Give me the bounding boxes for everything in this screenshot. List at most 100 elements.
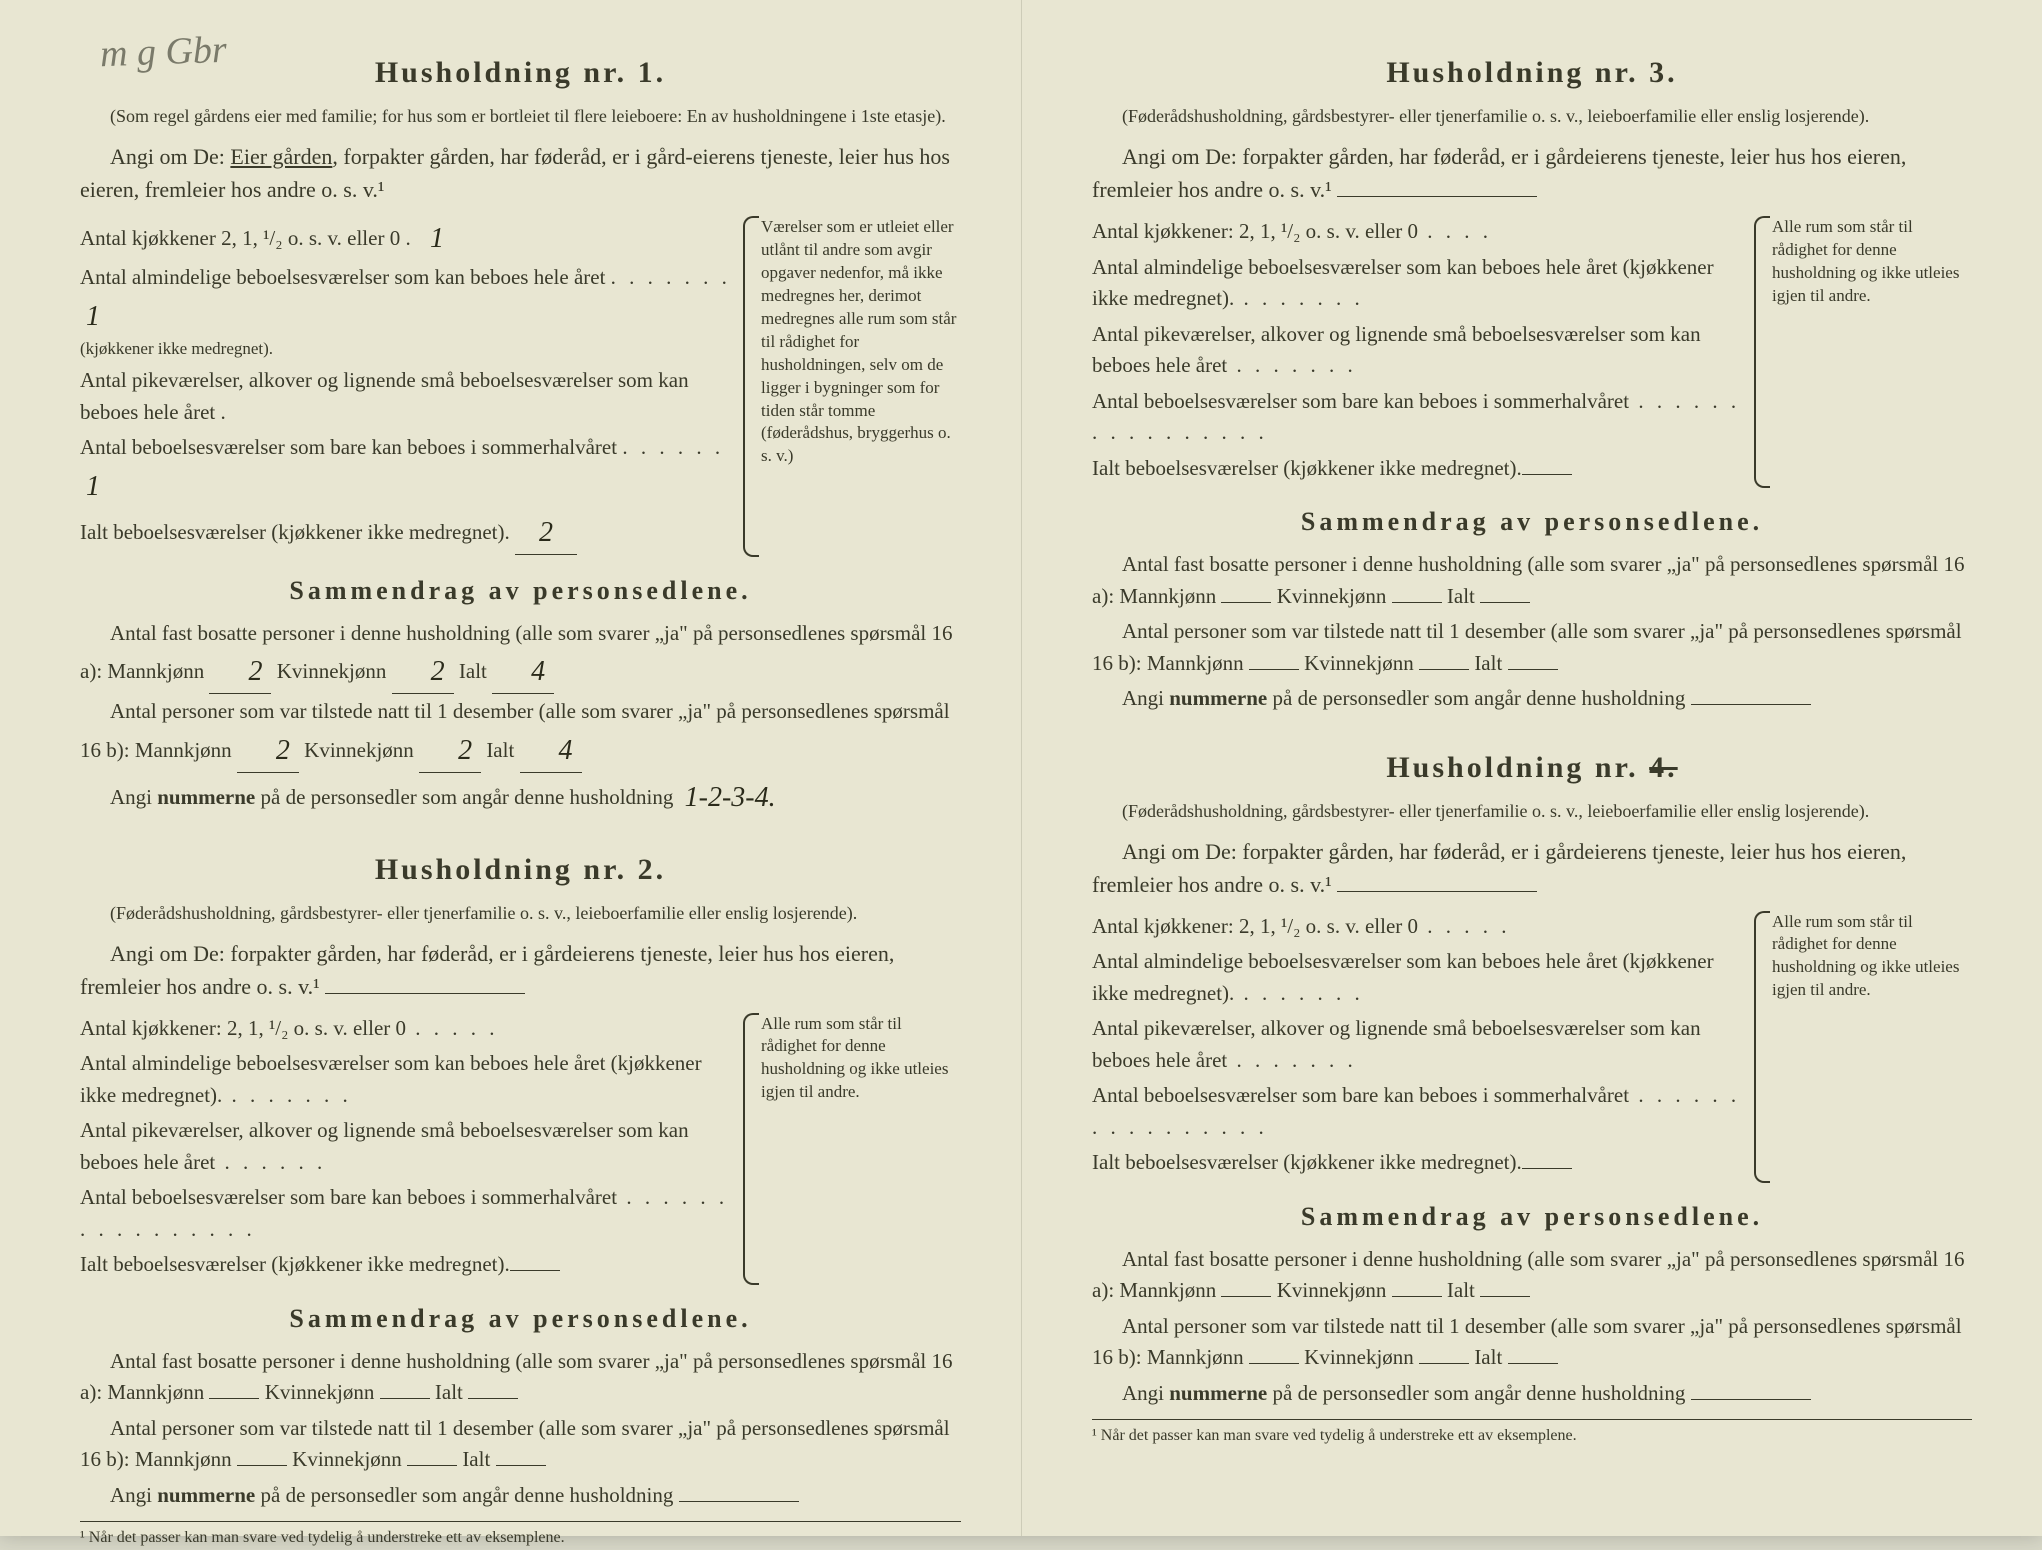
rows-block: Antal kjøkkener: 2, 1, ¹/₂ o. s. v. elle…: [1092, 216, 1972, 488]
field-label: Antal almindelige beboelsesværelser som …: [1092, 255, 1714, 311]
kvinnekjonn-value: 2: [419, 730, 481, 773]
dots: . . . . . . .: [1234, 286, 1364, 310]
household-title: Husholdning nr. 3.: [1092, 50, 1972, 95]
field-row: Antal almindelige beboelsesværelser som …: [80, 262, 737, 361]
ialt-label: Ialt: [1447, 584, 1475, 608]
ialt-value: [1522, 1168, 1572, 1169]
household-title: Husholdning nr. 4.: [1092, 745, 1972, 790]
field-label: Antal pikeværelser, alkover og lignende …: [80, 1118, 689, 1174]
brace-icon: [743, 216, 759, 557]
footnote: ¹ Når det passer kan man svare ved tydel…: [1092, 1419, 1972, 1448]
summary-line-1: Antal fast bosatte personer i denne hush…: [80, 1346, 961, 1409]
brace-icon: [1754, 911, 1770, 1183]
sammendrag-title: Sammendrag av personsedlene.: [1092, 1197, 1972, 1236]
ialt-label: Ialt: [1474, 651, 1502, 675]
field-row: Antal beboelsesværelser som bare kan beb…: [80, 432, 737, 506]
mannkjonn-value: [1221, 1296, 1271, 1297]
angi-line: Angi om De: forpakter gården, har føderå…: [1092, 140, 1972, 206]
angi-bold: nummerne: [157, 785, 255, 809]
angi-bold: nummerne: [1169, 686, 1267, 710]
kvinnekjonn-label: Kvinnekjønn: [1304, 1345, 1414, 1369]
ialt-value: 4: [520, 730, 582, 773]
angi-post: på de personsedler som angår denne husho…: [1273, 686, 1686, 710]
field-row: Antal almindelige beboelsesværelser som …: [1092, 946, 1748, 1009]
document-sheet: m g Gbr Husholdning nr. 1. (Som regel gå…: [0, 0, 2042, 1536]
field-label: Antal pikeværelser, alkover og lignende …: [1092, 1016, 1701, 1072]
brace-icon: [1754, 216, 1770, 488]
side-note: Alle rum som står til rådighet for denne…: [1760, 216, 1972, 488]
sammendrag-title: Sammendrag av personsedlene.: [1092, 502, 1972, 541]
ialt-value: [1508, 1363, 1558, 1364]
household-3: Husholdning nr. 3. (Føderådshusholdning,…: [1092, 50, 1972, 715]
ialt-value: [1480, 1296, 1530, 1297]
summary-text: Antal personer som var tilstede natt til…: [1092, 1314, 1962, 1370]
summary-text: Antal fast bosatte personer i denne hush…: [1092, 552, 1965, 608]
household-subtitle: (Føderådshusholdning, gårdsbestyrer- ell…: [1092, 798, 1972, 825]
field-row: Antal kjøkkener: 2, 1, ¹/₂ o. s. v. elle…: [80, 1013, 737, 1045]
household-4: Husholdning nr. 4. (Føderådshusholdning,…: [1092, 745, 1972, 1449]
field-value: 1: [80, 471, 106, 502]
household-subtitle: (Føderådshusholdning, gårdsbestyrer- ell…: [1092, 103, 1972, 130]
angi-blank: [1691, 704, 1811, 705]
field-row: Antal pikeværelser, alkover og lignende …: [80, 1115, 737, 1178]
ialt-row: Ialt beboelsesværelser (kjøkkener ikke m…: [80, 510, 737, 553]
rows-block: Antal kjøkkener 2, 1, ¹/₂ o. s. v. eller…: [80, 216, 961, 557]
side-note-text: Alle rum som står til rådighet for denne…: [1772, 912, 1959, 1000]
kvinnekjonn-value: [407, 1465, 457, 1466]
field-note: (kjøkkener ikke medregnet).: [80, 336, 737, 362]
dots: . . . . . . .: [222, 1083, 352, 1107]
summary-line-2: Antal personer som var tilstede natt til…: [80, 696, 961, 771]
field-row: Antal beboelsesværelser som bare kan beb…: [80, 1182, 737, 1245]
angi-blank: [1337, 196, 1537, 197]
ialt-label: Ialt: [1447, 1278, 1475, 1302]
household-subtitle: (Føderådshusholdning, gårdsbestyrer- ell…: [80, 900, 961, 927]
ialt-value: [510, 1270, 560, 1271]
side-note-text: Alle rum som står til rådighet for denne…: [1772, 217, 1959, 305]
field-label: Antal pikeværelser, alkover og lignende …: [1092, 322, 1701, 378]
mannkjonn-value: [1221, 602, 1271, 603]
angi-prefix: Angi om De:: [110, 941, 225, 966]
angi-pre: Angi: [110, 785, 152, 809]
ialt-label: Ialt: [435, 1380, 463, 1404]
dots: . . . . . .: [622, 435, 724, 459]
ialt-label: Ialt: [1474, 1345, 1502, 1369]
angi-blank: [679, 1501, 799, 1502]
field-label: Antal kjøkkener: 2, 1, ¹/₂ o. s. v. elle…: [1092, 914, 1418, 938]
ialt-value: [1480, 602, 1530, 603]
field-row: Antal pikeværelser, alkover og lignende …: [1092, 319, 1748, 382]
angi-nummerne: Angi nummerne på de personsedler som ang…: [80, 1480, 961, 1512]
sammendrag-title: Sammendrag av personsedlene.: [80, 1299, 961, 1338]
summary-text: Antal fast bosatte personer i denne hush…: [80, 1349, 953, 1405]
angi-bold: nummerne: [1169, 1381, 1267, 1405]
angi-blank: [325, 993, 525, 994]
ialt-label: Ialt beboelsesværelser (kjøkkener ikke m…: [1092, 1150, 1522, 1174]
ialt-row: Ialt beboelsesværelser (kjøkkener ikke m…: [1092, 1147, 1748, 1179]
angi-nummerne: Angi nummerne på de personsedler som ang…: [1092, 1378, 1972, 1410]
kvinnekjonn-label: Kvinnekjønn: [292, 1447, 402, 1471]
field-label: Antal kjøkkener 2, 1, ¹/₂ o. s. v. eller…: [80, 226, 400, 250]
ialt-row: Ialt beboelsesværelser (kjøkkener ikke m…: [80, 1249, 737, 1281]
mannkjonn-value: [1249, 669, 1299, 670]
brace-icon: [743, 1013, 759, 1285]
kvinnekjonn-value: [1419, 1363, 1469, 1364]
field-row: Antal pikeværelser, alkover og lignende …: [80, 365, 737, 428]
dots: . . . . . . .: [1234, 981, 1364, 1005]
angi-line: Angi om De: forpakter gården, har føderå…: [1092, 835, 1972, 901]
angi-pre: Angi: [1122, 686, 1164, 710]
angi-line: Angi om De: Eier gården, forpakter gårde…: [80, 140, 961, 206]
field-label: Antal almindelige beboelsesværelser som …: [1092, 949, 1714, 1005]
summary-text: Antal personer som var tilstede natt til…: [80, 1416, 950, 1472]
ialt-label: Ialt beboelsesværelser (kjøkkener ikke m…: [80, 520, 510, 544]
rows-block: Antal kjøkkener: 2, 1, ¹/₂ o. s. v. elle…: [1092, 911, 1972, 1183]
ialt-value: [1522, 474, 1572, 475]
angi-nummerne: Angi nummerne på de personsedler som ang…: [1092, 683, 1972, 715]
household-title: Husholdning nr. 2.: [80, 847, 961, 892]
ialt-value: 4: [492, 651, 554, 694]
field-row: Antal pikeværelser, alkover og lignende …: [1092, 1013, 1748, 1076]
field-label: Antal beboelsesværelser som bare kan beb…: [80, 435, 617, 459]
side-note: Alle rum som står til rådighet for denne…: [749, 1013, 961, 1285]
field-row: Antal almindelige beboelsesværelser som …: [1092, 252, 1748, 315]
angi-nummerne: Angi nummerne på de personsedler som ang…: [80, 775, 961, 817]
kvinnekjonn-value: [1392, 1296, 1442, 1297]
dots: . . . . .: [1418, 914, 1511, 938]
